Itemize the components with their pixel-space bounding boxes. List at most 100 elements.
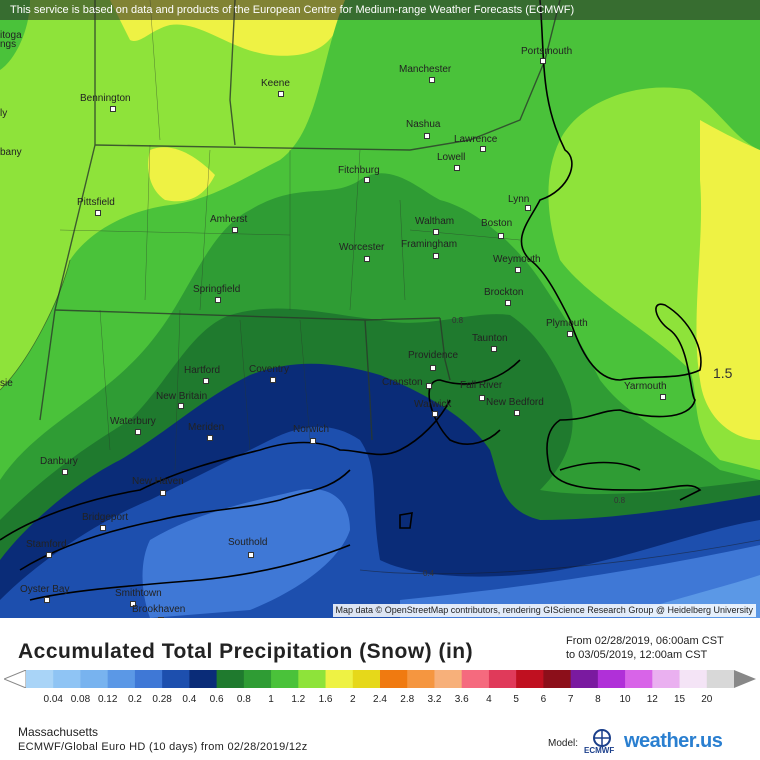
scale-min-arrow xyxy=(4,670,27,688)
city-label: Fitchburg xyxy=(338,165,380,176)
ecmwf-logo-text: ECMWF xyxy=(584,746,615,755)
scale-swatch xyxy=(189,670,218,688)
city-label: Fall River xyxy=(460,380,503,391)
city-label: Norwich xyxy=(293,424,330,435)
scale-tick-label: 12 xyxy=(646,694,658,705)
scale-tick-label: 0.8 xyxy=(236,694,251,705)
scale-tick-label: 20 xyxy=(701,694,713,705)
city-marker xyxy=(498,233,504,239)
city-label: Weymouth xyxy=(493,254,541,265)
state-borders xyxy=(39,0,561,441)
city-marker xyxy=(278,91,284,97)
city-marker xyxy=(232,227,238,233)
city-label: Meriden xyxy=(188,422,225,433)
scale-tick-label: 1.2 xyxy=(291,694,306,705)
city-marker xyxy=(46,552,52,558)
scale-swatch xyxy=(570,670,599,688)
city-marker xyxy=(364,177,370,183)
city-label: New Britain xyxy=(156,391,208,402)
city-marker xyxy=(514,410,520,416)
city-marker xyxy=(426,383,432,389)
scale-tick-label: 0.2 xyxy=(127,694,142,705)
scale-swatch xyxy=(516,670,544,688)
date-from: From 02/28/2019, 06:00am CST xyxy=(566,635,724,647)
city-label: Nashua xyxy=(406,119,441,130)
city-label: Lynn xyxy=(508,194,530,205)
city-marker xyxy=(203,378,209,384)
color-scale xyxy=(4,670,756,688)
city-label: Plymouth xyxy=(546,318,588,329)
city-label: Framingham xyxy=(401,239,458,250)
scale-swatch xyxy=(352,670,381,688)
scale-tick-label: 6 xyxy=(540,694,547,705)
city-label: New Haven xyxy=(132,476,184,487)
city-marker xyxy=(433,229,439,235)
city-label: sie xyxy=(0,378,13,389)
city-label: Manchester xyxy=(399,64,452,75)
precipitation-map[interactable]: This service is based on data and produc… xyxy=(0,0,760,618)
scale-swatch xyxy=(652,670,681,688)
city-marker xyxy=(100,525,106,531)
scale-tick-label: 2.4 xyxy=(373,694,387,705)
scale-swatch xyxy=(407,670,435,688)
city-label: Hartford xyxy=(184,365,221,376)
city-label: ngs xyxy=(0,39,17,50)
scale-tick-label: 3.6 xyxy=(454,694,469,705)
scale-swatch xyxy=(488,670,517,688)
city-label: Portsmouth xyxy=(521,46,573,57)
map-attribution: Map data © OpenStreetMap contributors, r… xyxy=(332,604,756,617)
scale-tick-label: 7 xyxy=(567,694,574,705)
scale-tick-label: 3.2 xyxy=(427,694,442,705)
city-label: Waltham xyxy=(415,216,455,227)
city-label: Springfield xyxy=(193,284,241,295)
contour-label: 1.5 xyxy=(713,365,733,381)
city-marker xyxy=(62,469,68,475)
map-canvas xyxy=(0,0,760,618)
city-label: Brookhaven xyxy=(132,604,186,615)
scale-swatch xyxy=(461,670,490,688)
map-title: Accumulated Total Precipitation (Snow) (… xyxy=(18,640,474,663)
scale-swatch xyxy=(162,670,190,688)
city-marker xyxy=(110,106,116,112)
city-label: Yarmouth xyxy=(624,381,667,392)
city-marker xyxy=(158,617,164,618)
city-marker xyxy=(429,77,435,83)
scale-swatch xyxy=(380,670,408,688)
city-marker xyxy=(270,377,276,383)
scale-tick-label: 5 xyxy=(513,694,519,705)
scale-max-arrow xyxy=(734,670,756,688)
contour-lines xyxy=(0,259,760,575)
region-name: Massachusetts xyxy=(18,725,99,739)
scale-swatch xyxy=(706,670,735,688)
city-marker xyxy=(215,297,221,303)
city-marker xyxy=(567,331,573,337)
city-marker xyxy=(433,253,439,259)
city-label: bany xyxy=(0,147,22,158)
ecmwf-notice-bar: This service is based on data and produc… xyxy=(0,0,760,20)
city-marker xyxy=(135,429,141,435)
city-marker xyxy=(525,205,531,211)
city-label: Coventry xyxy=(249,364,290,375)
city-marker xyxy=(364,256,370,262)
city-marker xyxy=(95,210,101,216)
precip-band-1-2-west xyxy=(148,147,215,202)
city-marker xyxy=(540,58,546,64)
scale-tick-label: 1 xyxy=(268,694,274,705)
city-label: Southold xyxy=(228,537,268,548)
city-label: Lowell xyxy=(437,152,466,163)
scale-swatch xyxy=(80,670,109,688)
city-label: ly xyxy=(0,108,8,119)
precip-band-1-2-east xyxy=(696,120,760,440)
contour-label: 0.4 xyxy=(423,569,435,578)
brand-logo[interactable]: weather.us xyxy=(624,730,723,752)
city-label: Amherst xyxy=(210,214,248,225)
city-label: Smithtown xyxy=(115,588,162,599)
city-label: Pittsfield xyxy=(77,197,115,208)
city-marker xyxy=(480,146,486,152)
scale-tick-label: 2.8 xyxy=(400,694,415,705)
city-label: Oyster Bay xyxy=(20,584,70,595)
scale-swatch xyxy=(597,670,626,688)
city-label: Bennington xyxy=(80,93,131,104)
city-label: Worcester xyxy=(339,242,385,253)
city-label: itoga xyxy=(0,30,22,41)
